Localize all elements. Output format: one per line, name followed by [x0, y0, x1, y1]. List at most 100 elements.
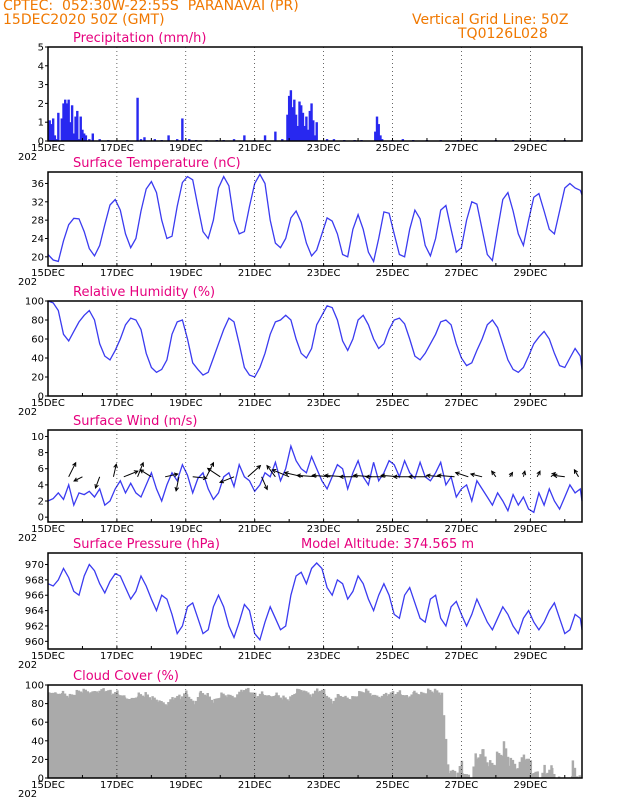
cloud-bar — [495, 751, 499, 778]
y-tick-label: 32 — [31, 197, 44, 208]
x-tick-year-fragment: 202 — [18, 277, 37, 288]
cloud-bar — [146, 694, 149, 778]
y-tick-label: 60 — [31, 718, 44, 729]
cloud-bar — [375, 695, 379, 778]
cloud-bar — [431, 691, 434, 778]
precip-bar — [77, 139, 81, 141]
wind-vector-head — [454, 471, 460, 476]
cloud-bar — [362, 692, 365, 778]
wind-vector — [536, 470, 541, 478]
cloud-bar — [192, 704, 196, 778]
panel-title: Surface Wind (m/s) — [73, 414, 197, 429]
cloud-bar — [497, 753, 501, 778]
cloud-bar — [339, 695, 342, 778]
precip-bar — [188, 139, 191, 141]
x-tick-label: 25DEC — [376, 398, 410, 409]
cloud-bar — [242, 690, 246, 778]
wind-vector — [139, 469, 152, 478]
wind-vector-shaft — [266, 465, 276, 478]
x-tick-label: 17DEC — [100, 398, 134, 409]
panel-title: Relative Humidity (%) — [73, 285, 215, 300]
cloud-bar — [48, 692, 51, 778]
cloud-bar — [121, 695, 124, 778]
cloud-bar — [96, 692, 99, 778]
cloud-bar — [484, 756, 487, 778]
cloud-bar — [543, 764, 546, 778]
cloud-bar — [532, 772, 535, 778]
wind-vector-head — [139, 469, 145, 474]
cloud-bar — [371, 694, 375, 778]
wind-vector-shaft — [165, 473, 178, 478]
cloud-bar — [394, 693, 398, 778]
cloud-bar — [578, 775, 582, 778]
x-tick-label: 25DEC — [376, 780, 410, 791]
y-tick-label: 80 — [31, 699, 44, 710]
precip-bar — [65, 103, 69, 141]
cloud-bar — [325, 695, 329, 778]
panel-frame — [47, 552, 583, 650]
cloud-bar — [56, 693, 60, 778]
y-tick-label: 100 — [25, 681, 44, 692]
x-tick-label: 21DEC — [238, 524, 272, 535]
precip-bar — [300, 105, 303, 141]
cloud-bar — [86, 691, 90, 778]
cloud-bar — [529, 760, 533, 778]
y-tick-label: 5 — [38, 43, 44, 54]
cloud-bar — [167, 702, 170, 778]
y-tick-label: 0 — [38, 137, 44, 148]
cloud-bar — [110, 694, 113, 778]
cloud-bar — [275, 692, 278, 778]
x-tick-label: 29DEC — [513, 651, 547, 662]
cloud-bar — [475, 758, 478, 778]
precip-bar — [291, 107, 294, 141]
panel-frame — [47, 684, 583, 779]
wind-vector-head — [425, 473, 431, 479]
wind-vector-head — [73, 477, 79, 482]
cloud-bar — [277, 695, 280, 778]
wind-vector-head — [218, 479, 225, 484]
precip-bar — [308, 110, 312, 141]
precip-bar — [55, 139, 58, 141]
wind-vector-shaft — [455, 472, 469, 478]
precip-bar — [72, 133, 76, 141]
precip-bar — [310, 103, 313, 141]
x-tick-year-fragment: 202 — [18, 533, 37, 544]
cloud-bar — [114, 692, 117, 778]
cloud-bar — [213, 698, 216, 778]
series-line — [47, 172, 583, 264]
y-tick-label: 970 — [25, 560, 44, 571]
precip-bar — [301, 112, 305, 141]
cloud-bar — [258, 693, 262, 778]
cloud-bar — [100, 689, 103, 778]
wind-vector-head — [536, 470, 541, 476]
precip-bar — [303, 125, 306, 141]
wind-vector — [165, 472, 179, 478]
precip-bar — [81, 129, 84, 141]
wind-vector-head — [352, 473, 358, 478]
y-tick-label: 8 — [38, 448, 44, 459]
x-tick-label: 27DEC — [445, 524, 479, 535]
x-tick-year-fragment: 202 — [18, 407, 37, 418]
cloud-bar — [332, 700, 336, 778]
cloud-bar — [279, 697, 282, 778]
y-tick-label: 20 — [31, 252, 44, 263]
precip-bar — [289, 90, 293, 141]
cloud-bar — [251, 692, 255, 778]
cloud-bar — [185, 694, 189, 778]
wind-vector — [454, 471, 469, 478]
wind-vector-shaft — [95, 476, 101, 489]
cloud-bar — [525, 758, 528, 778]
cloud-bar — [293, 693, 296, 778]
precip-bar — [379, 135, 382, 141]
x-tick-year-fragment: 202 — [18, 789, 37, 800]
wind-vector-head — [283, 471, 289, 476]
cloud-bar — [77, 690, 81, 778]
cloud-bar — [61, 690, 65, 778]
cloud-bar — [79, 691, 83, 778]
cloud-bar — [401, 695, 404, 778]
cloud-bar — [286, 699, 289, 778]
y-tick-label: 6 — [38, 464, 44, 475]
cloud-bar — [353, 696, 356, 778]
y-tick-label: 20 — [31, 755, 44, 766]
